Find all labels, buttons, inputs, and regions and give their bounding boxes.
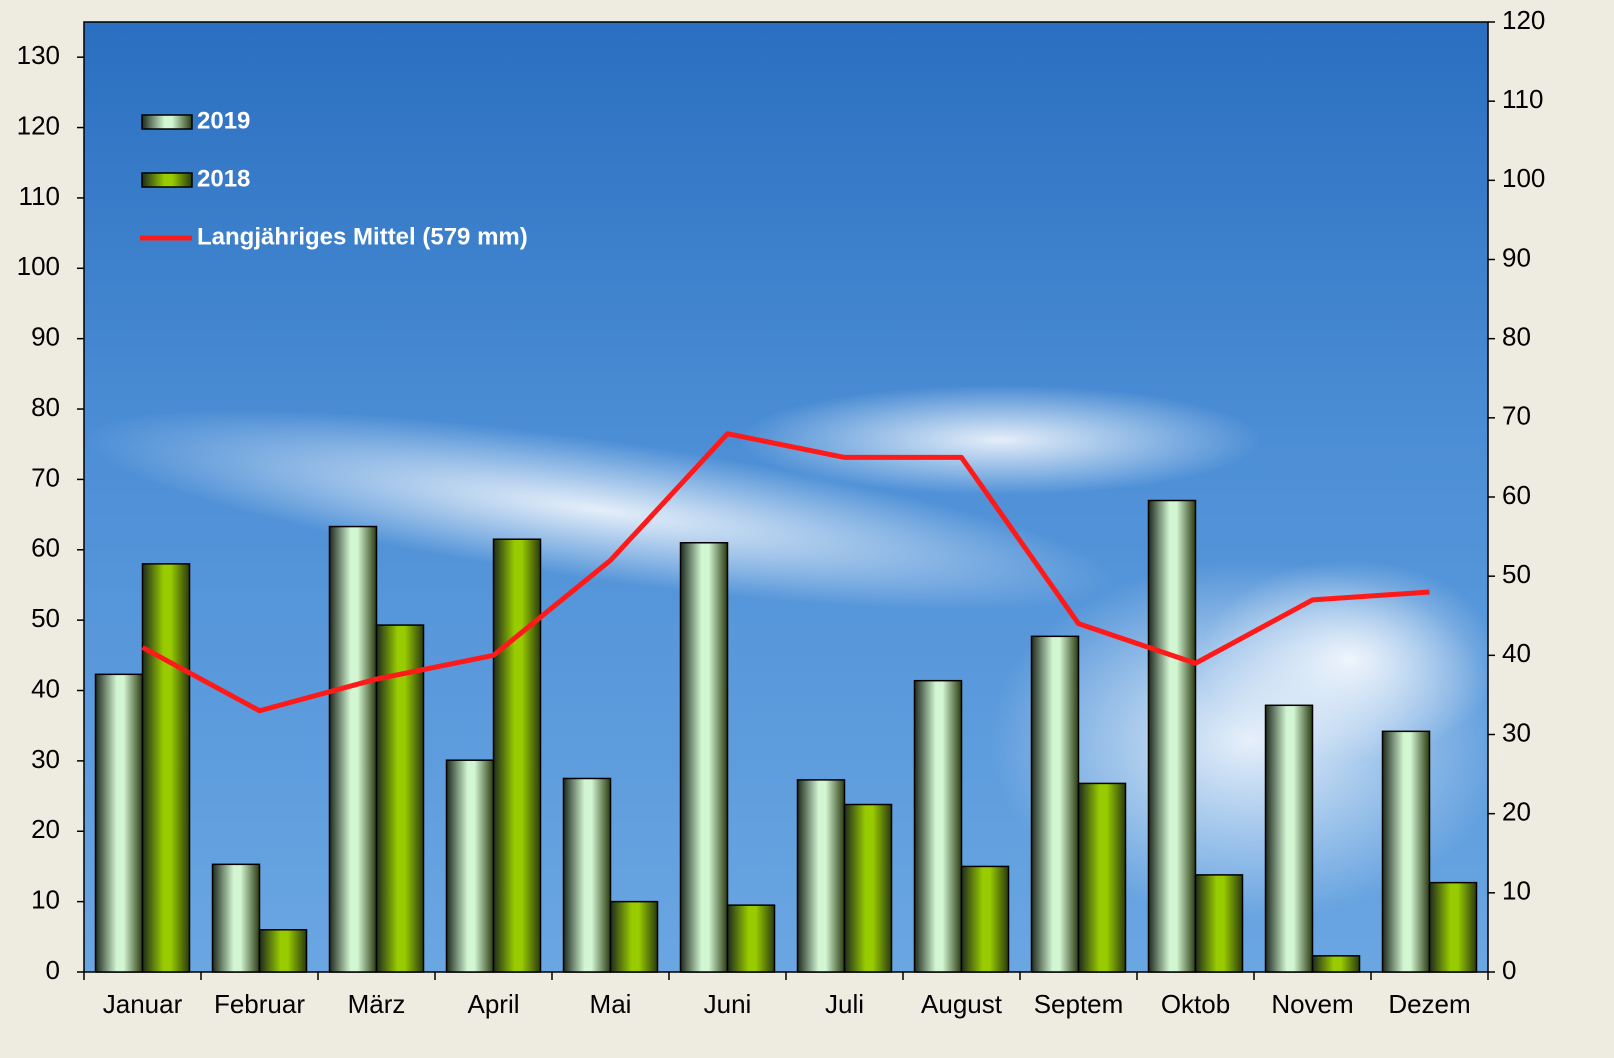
- bar: [679, 541, 729, 973]
- bar: [1264, 704, 1314, 973]
- bar: [141, 563, 191, 973]
- x-tick-label: April: [467, 989, 519, 1019]
- bar: [609, 900, 659, 973]
- x-tick-label: Februar: [214, 989, 305, 1019]
- y-tick-label: 0: [46, 955, 60, 985]
- y2-tick-label: 70: [1502, 401, 1531, 431]
- bar: [1077, 782, 1127, 973]
- bar: [445, 759, 495, 973]
- bar: [1030, 635, 1080, 973]
- y2-tick-label: 80: [1502, 322, 1531, 352]
- bar: [1381, 730, 1431, 973]
- bar: [328, 525, 378, 973]
- y2-tick-label: 60: [1502, 480, 1531, 510]
- bar: [726, 904, 776, 973]
- bar: [796, 779, 846, 973]
- cloud: [84, 409, 1116, 611]
- bar: [211, 863, 261, 973]
- x-tick-label: Novem: [1271, 989, 1353, 1019]
- y-tick-label: 120: [17, 110, 60, 140]
- y-tick-label: 60: [31, 533, 60, 563]
- x-tick-label: Juni: [704, 989, 752, 1019]
- y-tick-label: 10: [31, 885, 60, 915]
- x-tick-label: Mai: [590, 989, 632, 1019]
- bar: [562, 777, 612, 973]
- x-tick-label: Dezem: [1388, 989, 1470, 1019]
- y2-tick-label: 20: [1502, 797, 1531, 827]
- bar: [375, 624, 425, 973]
- y2-tick-label: 100: [1502, 163, 1545, 193]
- y-tick-label: 100: [17, 251, 60, 281]
- y2-tick-label: 0: [1502, 955, 1516, 985]
- y-tick-label: 20: [31, 814, 60, 844]
- y-tick-label: 80: [31, 392, 60, 422]
- bar: [1311, 955, 1361, 973]
- cloud: [740, 385, 1260, 495]
- legend-label: 2019: [197, 107, 250, 134]
- y-tick-label: 90: [31, 322, 60, 352]
- x-tick-label: August: [921, 989, 1003, 1019]
- bar: [1428, 881, 1478, 973]
- x-tick-label: März: [348, 989, 406, 1019]
- y-tick-label: 70: [31, 462, 60, 492]
- bar: [1147, 499, 1197, 973]
- legend-label: Langjähriges Mittel (579 mm): [197, 223, 528, 250]
- y-tick-label: 130: [17, 40, 60, 70]
- y2-tick-label: 50: [1502, 559, 1531, 589]
- cloud: [1200, 560, 1500, 760]
- y-tick-label: 40: [31, 673, 60, 703]
- bar: [843, 803, 893, 973]
- bar: [913, 679, 963, 973]
- y2-tick-label: 110: [1502, 84, 1543, 114]
- x-tick-label: Oktob: [1161, 989, 1230, 1019]
- line: [141, 431, 1430, 714]
- bar: [94, 673, 144, 973]
- bar: [492, 538, 542, 973]
- x-tick-label: Januar: [103, 989, 183, 1019]
- y2-tick-label: 10: [1502, 876, 1531, 906]
- legend-swatch: [141, 114, 193, 130]
- legend-label: 2018: [197, 165, 250, 192]
- bar: [258, 929, 308, 973]
- bar: [960, 865, 1010, 973]
- y2-tick-label: 90: [1502, 242, 1531, 272]
- x-tick-label: Septem: [1034, 989, 1124, 1019]
- y-tick-label: 30: [31, 744, 60, 774]
- y-tick-label: 110: [19, 181, 60, 211]
- legend-swatch: [141, 172, 193, 188]
- bar: [1194, 874, 1244, 973]
- x-tick-label: Juli: [825, 989, 864, 1019]
- y-tick-label: 50: [31, 603, 60, 633]
- y2-tick-label: 30: [1502, 717, 1531, 747]
- y2-tick-label: 120: [1502, 5, 1545, 35]
- y2-tick-label: 40: [1502, 638, 1531, 668]
